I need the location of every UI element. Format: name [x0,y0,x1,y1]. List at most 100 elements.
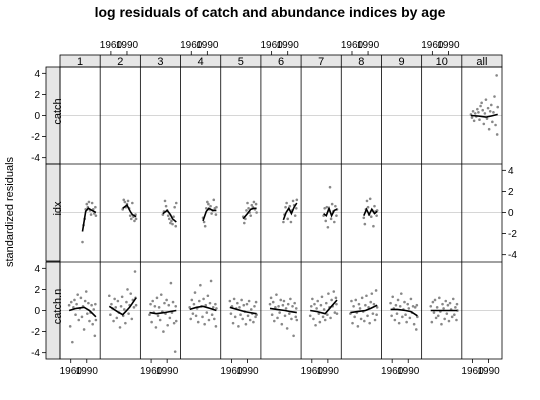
data-point [255,211,258,214]
data-point [131,201,134,205]
data-point [196,320,200,324]
data-point [371,312,375,315]
data-point [167,303,171,307]
x-tick-label: 1960 [180,40,203,51]
strip-label-2: 2 [117,56,123,68]
data-point [233,315,237,319]
data-point [207,318,211,322]
data-point [115,316,119,320]
panel-frame [59,66,503,360]
strip-label-9: 9 [398,56,404,68]
strip-label-4: 4 [198,56,204,68]
data-point [165,298,168,302]
y-tick-label: -4 [508,250,517,261]
y-tick-label: 4 [34,69,40,80]
data-point [94,205,97,209]
y-tick-label: 0 [508,208,514,219]
data-point [247,299,251,303]
data-point [473,112,477,115]
x-tick-label: 1960 [140,366,163,377]
data-point [368,197,372,201]
data-point [372,224,375,228]
data-point [455,302,459,306]
smooth-line [108,297,137,316]
data-point [215,205,218,209]
data-point [370,292,374,295]
data-point [368,321,371,325]
data-point [411,304,415,308]
data-point [204,206,208,210]
data-point [364,303,367,307]
data-point [89,213,93,216]
data-point [150,320,153,324]
data-point [279,298,283,302]
strip-label-6: 6 [278,56,284,68]
data-point [214,325,218,328]
data-point [335,302,338,306]
data-point [292,334,295,338]
data-point [295,318,299,322]
data-point [254,300,258,304]
data-point [322,308,326,311]
data-point [369,300,373,304]
data-point [429,304,433,308]
data-point [246,201,249,205]
data-point [122,198,126,202]
data-point [284,205,287,209]
data-point [247,206,250,210]
x-tick-label: 1990 [277,40,300,51]
data-point [491,120,494,124]
data-point [172,215,175,219]
data-point [360,296,364,300]
data-point [69,300,73,304]
data-point [335,214,338,217]
smooth-line [350,304,378,314]
data-point [163,301,166,305]
data-point [229,312,233,315]
data-point [202,297,205,301]
data-point [249,308,253,311]
data-point [495,74,498,77]
data-point [129,217,133,221]
data-point [278,311,281,314]
data-point [295,198,299,202]
data-point [390,314,393,318]
data-point [254,315,257,319]
data-point [333,220,336,224]
data-point [155,296,159,300]
strip-label-10: 10 [436,56,448,68]
data-point [320,295,324,299]
data-point [486,106,490,110]
data-point [291,199,295,203]
smooth-line [242,207,257,220]
x-tick-label: 1990 [477,366,500,377]
data-point [171,222,174,226]
data-point [481,108,485,112]
data-point [134,303,138,307]
data-point [446,303,450,307]
data-point [395,312,399,315]
y-tick-label: 2 [34,90,40,101]
data-point [327,292,330,295]
data-point [252,320,255,324]
data-point [323,318,327,322]
data-point [270,313,274,317]
data-point [206,200,209,204]
x-tick-label: 1960 [301,366,324,377]
data-point [333,311,337,314]
data-point [114,306,118,309]
data-point [445,312,449,315]
data-point [244,322,248,326]
data-point [159,293,163,296]
data-point [367,306,370,309]
data-point [90,201,94,205]
y-tick-label: -2 [31,327,40,338]
data-point [91,322,94,326]
smooth-line [81,207,97,232]
data-point [494,123,497,127]
data-point [248,318,252,322]
data-point [73,298,76,302]
data-point [329,316,332,320]
data-point [94,302,97,306]
data-point [329,217,333,221]
